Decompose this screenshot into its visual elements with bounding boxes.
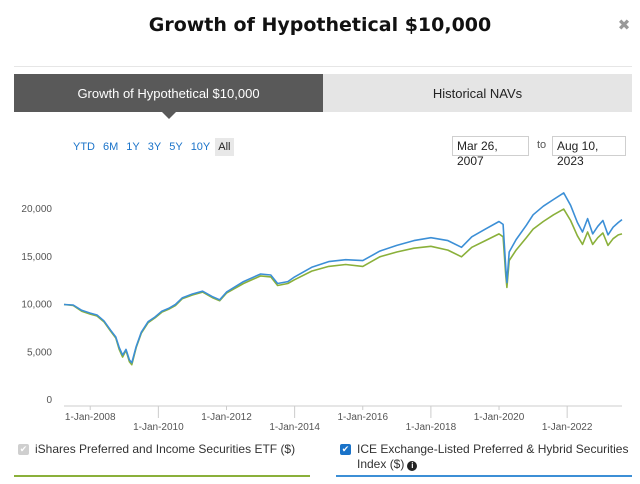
legend-label-index: ICE Exchange-Listed Preferred & Hybrid S…	[357, 442, 629, 471]
tab-bar: Growth of Hypothetical $10,000 Historica…	[14, 74, 632, 119]
legend-rule-index	[336, 475, 632, 477]
x-tick-label: 1-Jan-2008	[65, 412, 116, 423]
x-tick-label: 1-Jan-2022	[542, 422, 593, 433]
tab-historical-navs[interactable]: Historical NAVs	[323, 74, 632, 112]
y-tick-label: 0	[46, 395, 52, 406]
legend-rule-fund	[14, 475, 310, 477]
range-button-all[interactable]: All	[215, 138, 234, 156]
modal-title: Growth of Hypothetical $10,000	[148, 14, 492, 36]
x-tick-label: 1-Jan-2012	[201, 412, 252, 423]
y-tick-label: 5,000	[27, 347, 52, 358]
legend-label-fund: iShares Preferred and Income Securities …	[35, 442, 296, 456]
legend-item-index[interactable]: ✔ ICE Exchange-Listed Preferred & Hybrid…	[340, 442, 630, 472]
date-from-input[interactable]: Mar 26, 2007	[452, 136, 529, 168]
y-tick-label: 15,000	[21, 252, 52, 263]
date-separator: to	[537, 139, 547, 151]
date-to-input[interactable]: Aug 10, 2023	[552, 136, 626, 168]
x-tick-label: 1-Jan-2010	[133, 422, 184, 433]
tab-growth[interactable]: Growth of Hypothetical $10,000	[14, 74, 323, 119]
x-tick-label: 1-Jan-2014	[269, 422, 320, 433]
divider	[14, 66, 632, 67]
growth-chart: 0 5,000 10,000 15,000 20,000 1-Jan-2008 1-Jan-…	[21, 192, 623, 433]
legend-label-index-wrap: ICE Exchange-Listed Preferred & Hybrid S…	[357, 442, 630, 472]
series-line-fund	[63, 208, 623, 366]
range-button-ytd[interactable]: YTD	[73, 141, 95, 153]
range-button-5y[interactable]: 5Y	[169, 141, 183, 153]
info-icon[interactable]: i	[407, 461, 418, 471]
x-tick-label: 1-Jan-2016	[337, 412, 388, 423]
range-button-6m[interactable]: 6M	[103, 141, 119, 153]
x-tick-label: 1-Jan-2018	[406, 422, 457, 433]
y-tick-label: 20,000	[21, 204, 52, 215]
checkbox-index[interactable]: ✔	[340, 444, 351, 455]
checkbox-fund[interactable]: ✔	[18, 444, 29, 455]
y-tick-label: 10,000	[21, 300, 52, 311]
range-button-10y[interactable]: 10Y	[190, 141, 211, 153]
legend-item-fund[interactable]: ✔ iShares Preferred and Income Securitie…	[18, 442, 318, 456]
range-button-3y[interactable]: 3Y	[147, 141, 162, 153]
range-selector: YTD 6M 1Y 3Y 5Y 10Y All	[70, 138, 236, 156]
range-button-1y[interactable]: 1Y	[126, 141, 140, 153]
close-icon[interactable]: ✖	[617, 16, 631, 34]
x-tick-label: 1-Jan-2020	[474, 412, 525, 423]
series-line-index	[63, 192, 623, 364]
